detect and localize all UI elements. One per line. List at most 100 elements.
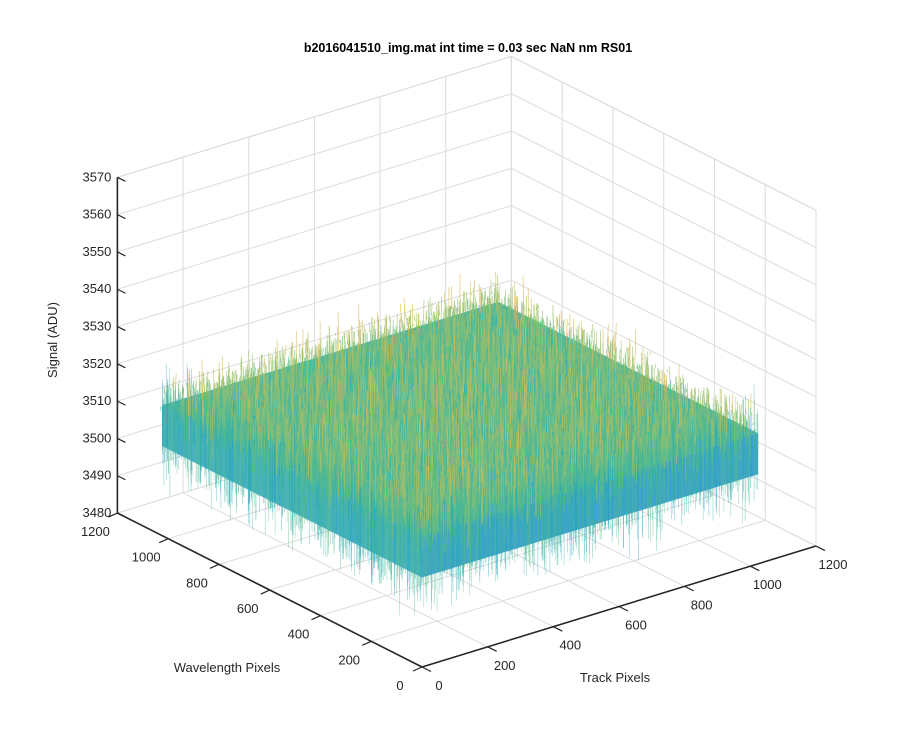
surface-strand	[648, 377, 650, 389]
surface-strand	[660, 407, 662, 429]
surface-strand	[644, 353, 646, 378]
surface-strand	[491, 296, 493, 316]
surface-strand	[545, 325, 547, 350]
surface-strand	[746, 422, 748, 443]
surface-strand	[566, 424, 568, 446]
surface-strand	[533, 305, 535, 312]
surface-strand	[494, 318, 496, 339]
surface-strand	[509, 298, 511, 330]
surface-strand	[618, 374, 620, 387]
surface-strand	[478, 283, 481, 314]
surface-strand	[444, 368, 446, 371]
surface-strand	[618, 386, 621, 406]
surface-strand	[458, 302, 460, 305]
surface-strand	[660, 390, 662, 405]
surface-strand	[541, 310, 543, 336]
surface-strand	[580, 320, 582, 350]
surface-strand	[564, 367, 566, 373]
surface-strand	[505, 306, 507, 315]
surface-strand	[469, 281, 471, 322]
surface-strand	[607, 380, 610, 387]
surface-strand	[674, 378, 676, 381]
surface-strand	[563, 357, 565, 363]
surface-strand	[522, 314, 525, 355]
surface-strand	[598, 355, 600, 379]
surface-strand	[567, 371, 569, 377]
surface-strand	[574, 341, 576, 361]
surface-strand	[605, 348, 608, 355]
surface-strand	[414, 317, 416, 322]
surface-strand	[535, 303, 538, 310]
surface-strand	[485, 289, 487, 301]
surface-strand	[645, 356, 647, 383]
surface-strand	[699, 390, 702, 407]
surface-strand	[372, 325, 375, 335]
surface-strand	[446, 355, 448, 376]
surface-strand	[669, 451, 671, 463]
surface-strand	[409, 330, 412, 334]
surface-strand	[547, 340, 549, 349]
surface-strand	[449, 335, 452, 347]
surface-strand	[567, 370, 569, 375]
surface-strand	[741, 426, 743, 435]
surface-strand	[413, 323, 415, 326]
surface-strand	[580, 349, 582, 371]
surface-strand	[635, 372, 638, 381]
surface-strand	[528, 308, 531, 311]
surface-strand	[434, 320, 437, 323]
surface-strand	[627, 364, 630, 380]
surface-strand	[498, 305, 500, 322]
surface-strand	[516, 341, 518, 358]
surface-strand	[645, 380, 648, 410]
surface-strand	[513, 282, 516, 320]
surface-strand	[433, 350, 435, 353]
surface-strand	[585, 369, 587, 373]
surface-strand	[733, 425, 735, 452]
surface-strand	[691, 434, 693, 443]
surface-strand	[558, 338, 560, 361]
surface-strand	[643, 388, 645, 431]
surface-strand	[482, 315, 484, 317]
surface-strand	[590, 357, 592, 365]
surface-strand	[537, 304, 540, 310]
surface-strand	[715, 399, 718, 415]
surface-strand	[495, 287, 497, 317]
surface-strand	[535, 336, 537, 347]
surface-strand	[697, 418, 700, 422]
surface-strand	[593, 349, 595, 352]
surface-strand	[404, 337, 406, 356]
surface-strand	[575, 342, 577, 367]
surface-strand	[471, 323, 473, 339]
surface-strand	[593, 374, 595, 380]
surface-strand	[514, 378, 516, 385]
surface-strand	[616, 434, 618, 437]
surface-strand	[400, 303, 402, 329]
surface-strand	[601, 374, 603, 411]
surface-strand	[486, 297, 488, 315]
surface-strand	[487, 312, 489, 349]
surface-strand	[673, 400, 675, 413]
surface-strand	[560, 339, 563, 366]
surface-strand	[535, 337, 537, 363]
surface-strand	[673, 398, 676, 432]
surface-strand	[637, 370, 639, 378]
surface-strand	[711, 416, 713, 420]
surface-strand	[634, 329, 637, 364]
surface-strand	[535, 318, 537, 337]
surface-strand	[635, 380, 637, 407]
surface-strand	[508, 305, 510, 318]
surface-strand	[539, 379, 541, 388]
surface-strand	[533, 333, 535, 342]
surface-strand	[533, 346, 535, 380]
surface-strand	[588, 391, 590, 394]
surface-strand	[549, 328, 551, 333]
surface-plot	[160, 271, 759, 616]
surface-strand	[578, 393, 580, 405]
surface-strand	[542, 318, 544, 332]
surface-strand	[429, 334, 431, 339]
surface-strand	[521, 370, 523, 390]
surface-strand	[619, 348, 621, 353]
surface-strand	[562, 365, 564, 369]
surface-strand	[478, 305, 480, 310]
surface-strand	[725, 447, 727, 455]
